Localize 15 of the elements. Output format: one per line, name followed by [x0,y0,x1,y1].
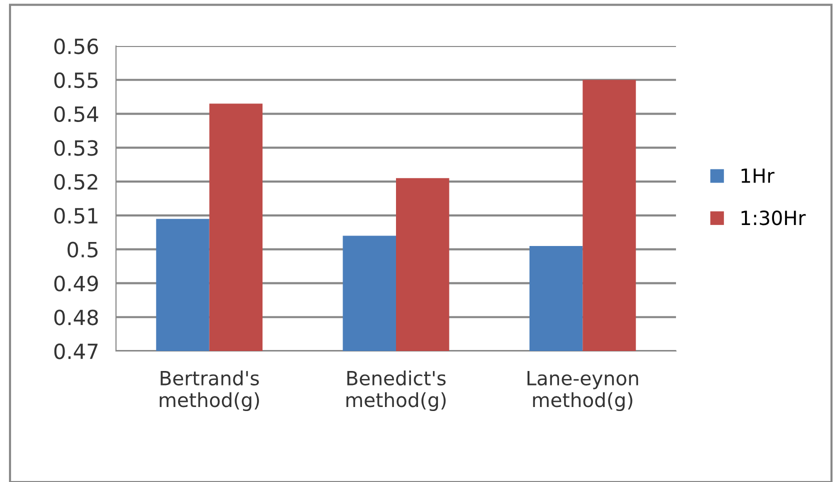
y-tick-label: 0.49 [54,276,98,292]
y-tick-label: 0.51 [54,208,98,224]
y-tick-label: 0.5 [68,242,98,258]
y-tick-label: 0.54 [54,106,98,122]
y-tick-label: 0.55 [54,72,98,88]
y-tick-label: 0.53 [54,140,98,156]
x-tick-label: Bertrand's method(g) [160,370,259,412]
y-tick-label: 0.52 [54,174,98,190]
x-tick-label: Lane-eynon method(g) [528,371,638,412]
legend-label: 1:30Hr [742,210,806,226]
y-tick-label: 0.47 [54,343,98,360]
y-tick-label: 0.56 [54,38,98,54]
x-tick-label: Benedict's method(g) [346,370,446,412]
legend-label: 1Hr [742,168,774,183]
y-tick-label: 0.48 [54,310,98,326]
